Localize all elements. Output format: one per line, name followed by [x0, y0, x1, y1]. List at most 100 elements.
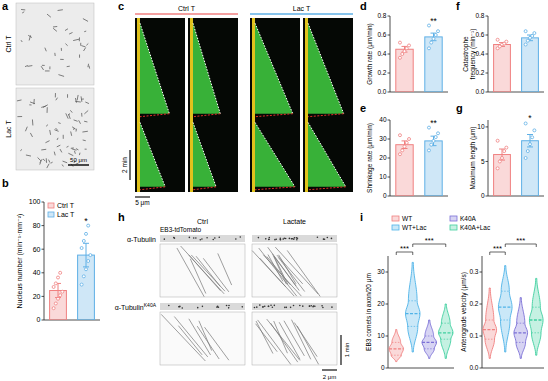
- column-label: Ctrl: [197, 218, 208, 225]
- y-tick: [386, 368, 389, 369]
- comet: [173, 237, 175, 239]
- column-label: Lactate: [283, 218, 306, 225]
- cell: [71, 147, 74, 148]
- legend-label: WT+Lac: [402, 224, 427, 231]
- cell: [81, 113, 82, 117]
- comet: [291, 238, 293, 240]
- quartile-line: [516, 342, 526, 343]
- data-point: [505, 146, 508, 149]
- data-point: [89, 254, 92, 257]
- group-label: Lac T: [293, 5, 311, 12]
- cell: [83, 139, 86, 141]
- cell: [84, 110, 88, 113]
- comet: [254, 307, 256, 309]
- data-point: [398, 56, 401, 59]
- data-point: [524, 43, 527, 46]
- data-point: [501, 157, 504, 160]
- cell: [86, 43, 88, 45]
- panel-label: c: [118, 0, 124, 12]
- y-tick: [486, 16, 489, 17]
- cell: [39, 162, 41, 164]
- comet: [268, 239, 270, 241]
- cell: [25, 65, 28, 66]
- cell: [74, 120, 78, 121]
- tick-label: 5: [481, 158, 485, 165]
- cell: [17, 99, 22, 101]
- comet: [272, 306, 274, 308]
- comet-track: [256, 324, 278, 352]
- comet-track: [274, 256, 299, 291]
- data-point: [524, 157, 527, 160]
- y-tick: [388, 73, 391, 74]
- error-line: [433, 33, 434, 41]
- growth: [308, 122, 346, 186]
- violin: [514, 298, 528, 359]
- cell: [82, 98, 84, 99]
- y-tick: [386, 272, 389, 273]
- error-line: [404, 46, 405, 52]
- shrink-trace: [140, 187, 165, 190]
- data-point: [524, 122, 527, 125]
- error-line: [404, 141, 405, 149]
- tick-label: 0.1: [469, 332, 478, 339]
- cell: [32, 119, 33, 125]
- error-bar: [83, 243, 89, 267]
- cell: [47, 14, 51, 17]
- comet: [321, 305, 323, 307]
- cell: [80, 43, 81, 46]
- cell: [84, 48, 86, 51]
- comet: [302, 305, 304, 307]
- cell: [87, 64, 89, 67]
- significance: *: [528, 113, 532, 123]
- growth: [140, 122, 165, 186]
- significance: **: [430, 118, 437, 128]
- micrograph: [16, 3, 94, 85]
- axis-title: Growth rate (μm/min): [366, 23, 374, 85]
- y-tick: [388, 158, 391, 159]
- panel-label: i: [360, 211, 363, 223]
- quartile-line: [408, 300, 417, 301]
- legend-label: K40A: [460, 215, 477, 222]
- panel-label: f: [456, 0, 460, 12]
- cell: [46, 125, 48, 127]
- comet-track: [287, 250, 320, 296]
- violin: [389, 330, 404, 362]
- comet: [218, 236, 220, 238]
- shrink-trace: [308, 114, 344, 117]
- comet: [299, 305, 301, 307]
- y-tick: [486, 92, 489, 93]
- panel-label: b: [2, 177, 9, 189]
- cell: [29, 104, 31, 105]
- data-point: [85, 268, 88, 271]
- data-point: [524, 30, 527, 33]
- significance: **: [430, 16, 437, 26]
- scale-bar: [322, 369, 337, 370]
- axon-strip: [252, 303, 337, 310]
- tick-label: 0.2: [377, 69, 386, 76]
- axis-title: frequency (min⁻¹): [469, 29, 477, 80]
- shrink-trace: [255, 114, 293, 117]
- cell: [20, 149, 22, 150]
- violin: [405, 262, 420, 352]
- tick-label: 30: [377, 268, 385, 275]
- cell: [84, 121, 87, 123]
- y-tick: [486, 54, 489, 55]
- comet: [206, 237, 208, 239]
- tick-label: 10: [377, 332, 385, 339]
- cell: [25, 127, 27, 132]
- quartile-line: [441, 323, 450, 324]
- quartile-line: [441, 339, 451, 340]
- row-label: α-TubulinK40A: [115, 302, 157, 311]
- cell: [75, 98, 76, 103]
- data-point: [427, 149, 430, 152]
- y-tick: [386, 304, 389, 305]
- growth-trace: [308, 23, 344, 113]
- comet: [259, 304, 261, 306]
- kymograph: [188, 18, 238, 192]
- comet: [268, 237, 270, 239]
- y-tick: [42, 296, 45, 297]
- tick-label: 60: [33, 246, 41, 253]
- axon-strip: [252, 235, 337, 242]
- cell: [71, 131, 72, 135]
- data-point: [496, 139, 499, 142]
